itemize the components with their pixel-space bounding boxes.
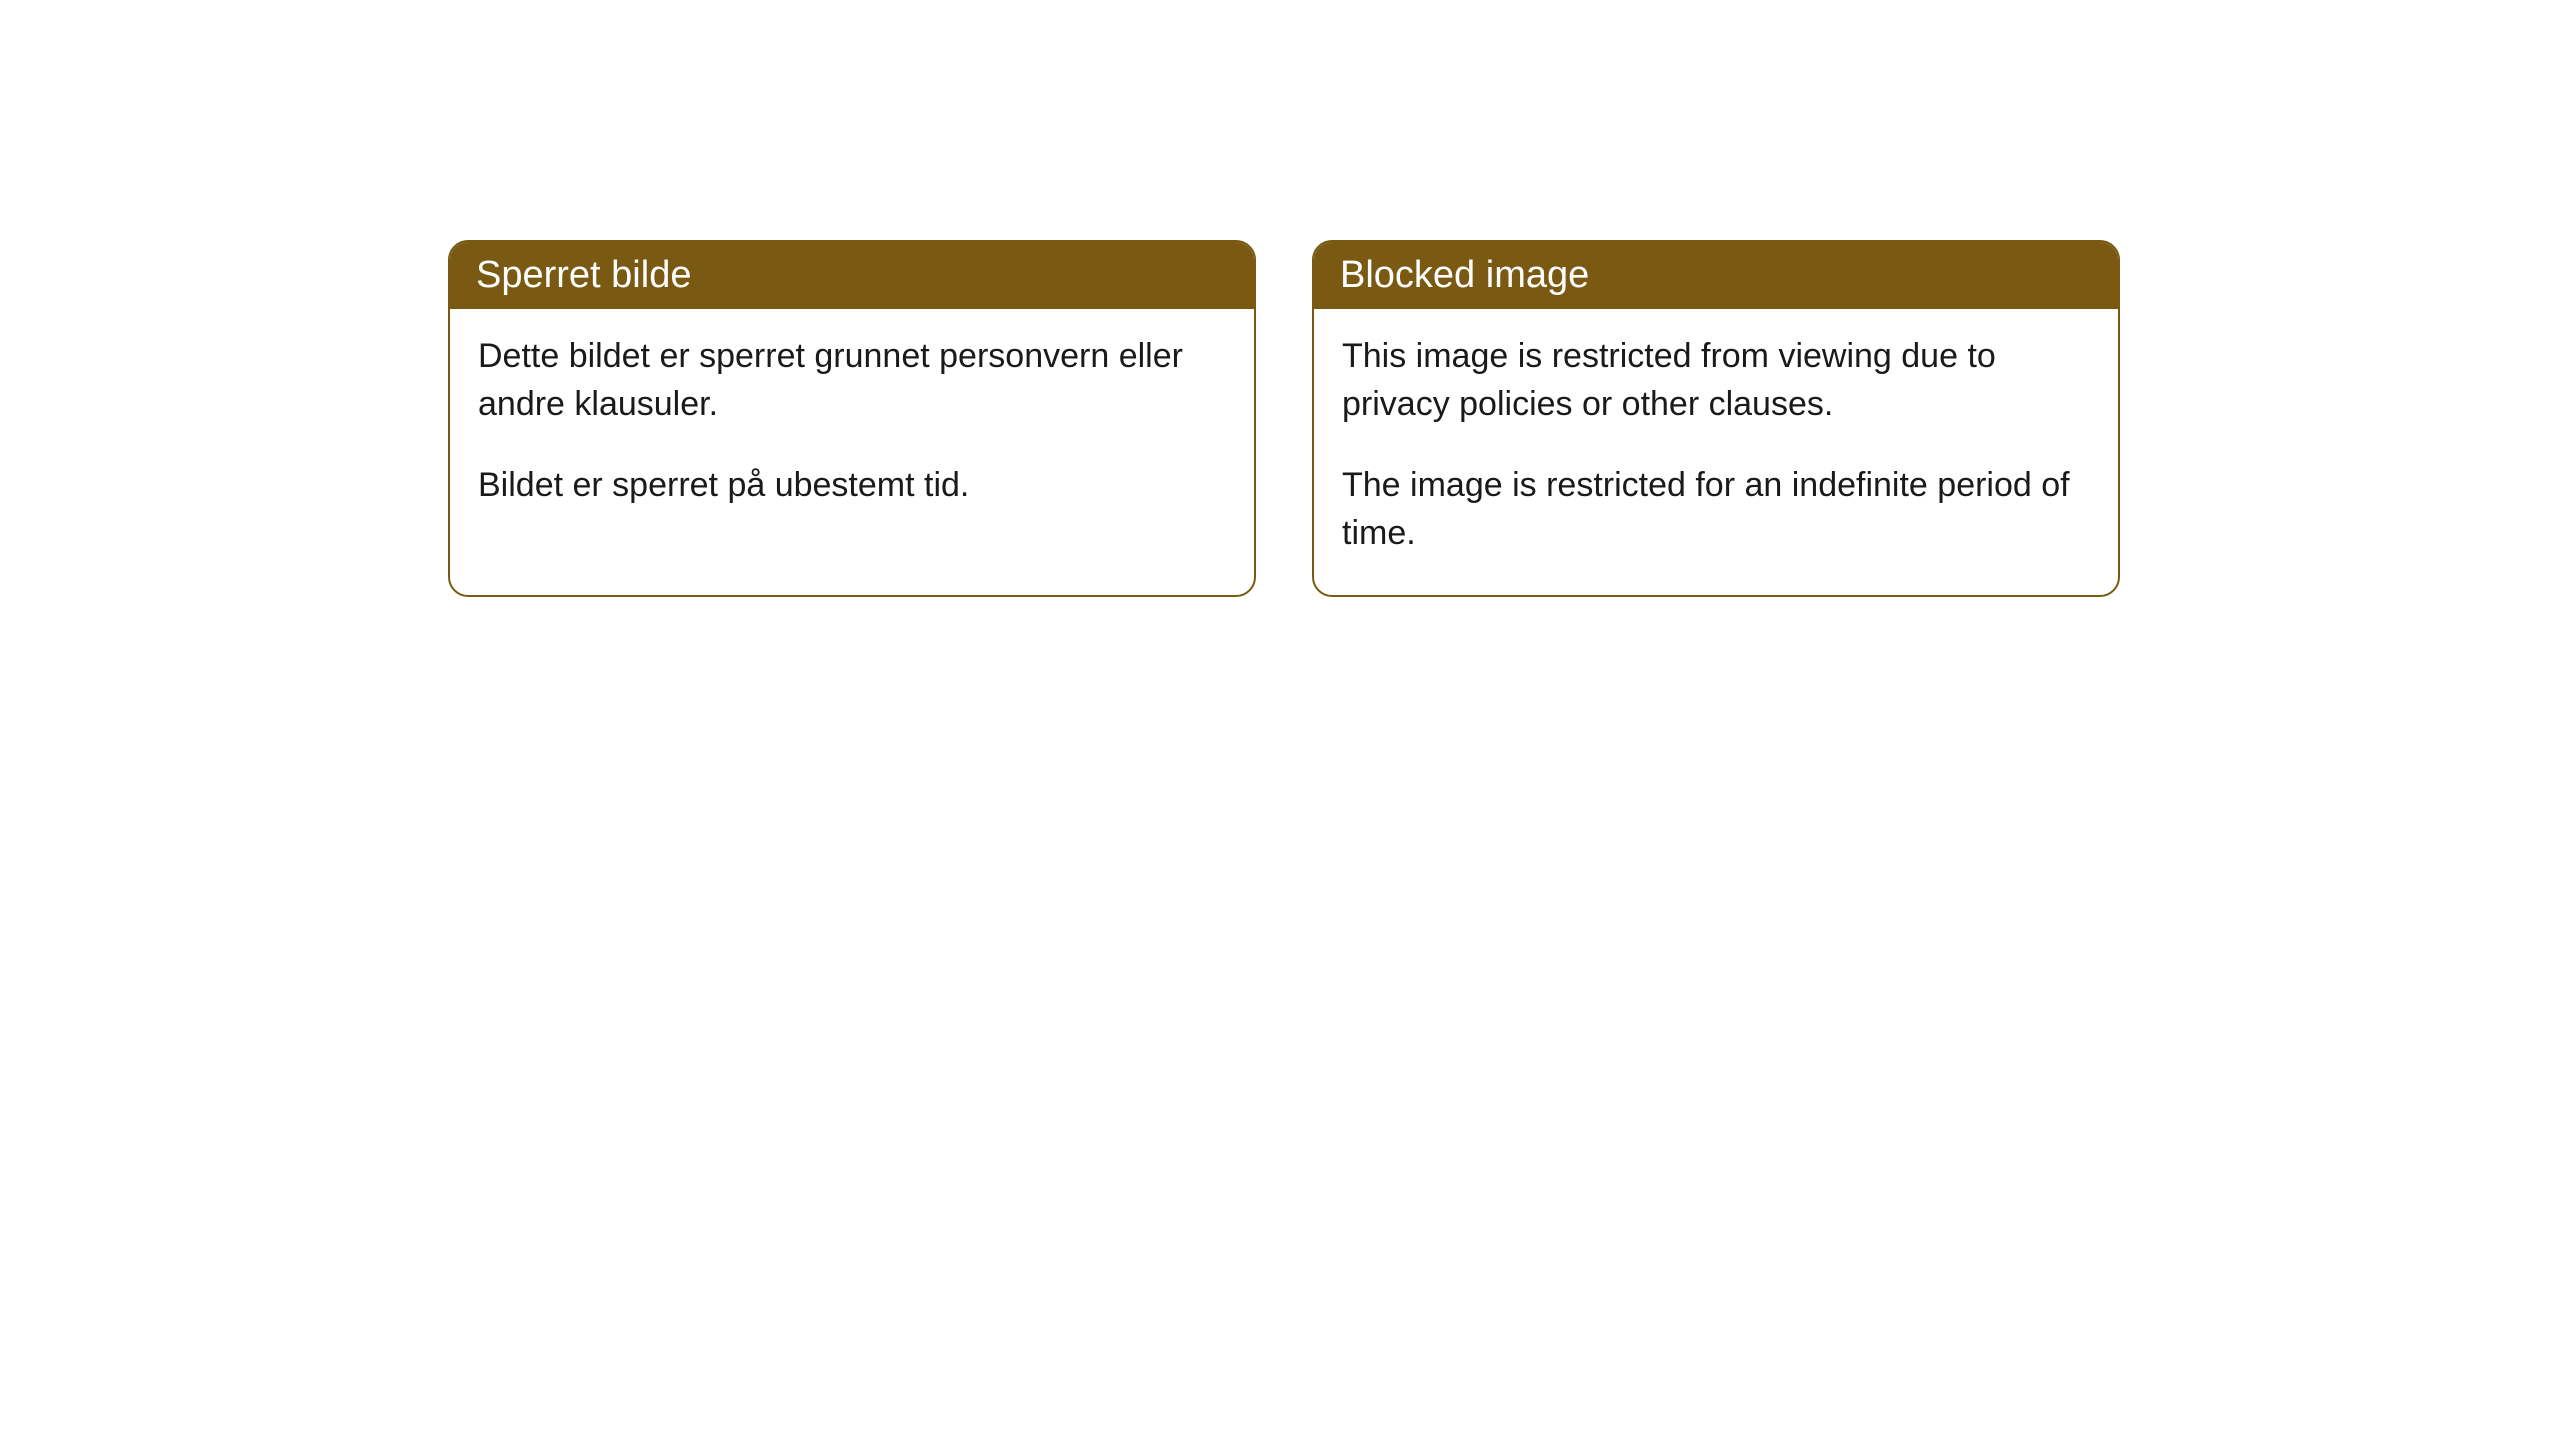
card-header: Blocked image [1314,242,2118,309]
card-header: Sperret bilde [450,242,1254,309]
blocked-image-card-norwegian: Sperret bilde Dette bildet er sperret gr… [448,240,1256,597]
blocked-image-card-english: Blocked image This image is restricted f… [1312,240,2120,597]
card-paragraph: The image is restricted for an indefinit… [1342,462,2090,557]
card-body: This image is restricted from viewing du… [1314,309,2118,595]
card-paragraph: Bildet er sperret på ubestemt tid. [478,462,1226,510]
card-title: Blocked image [1340,254,1589,296]
card-title: Sperret bilde [476,254,691,296]
card-paragraph: This image is restricted from viewing du… [1342,333,2090,428]
card-paragraph: Dette bildet er sperret grunnet personve… [478,333,1226,428]
notice-cards-container: Sperret bilde Dette bildet er sperret gr… [448,240,2120,597]
card-body: Dette bildet er sperret grunnet personve… [450,309,1254,548]
